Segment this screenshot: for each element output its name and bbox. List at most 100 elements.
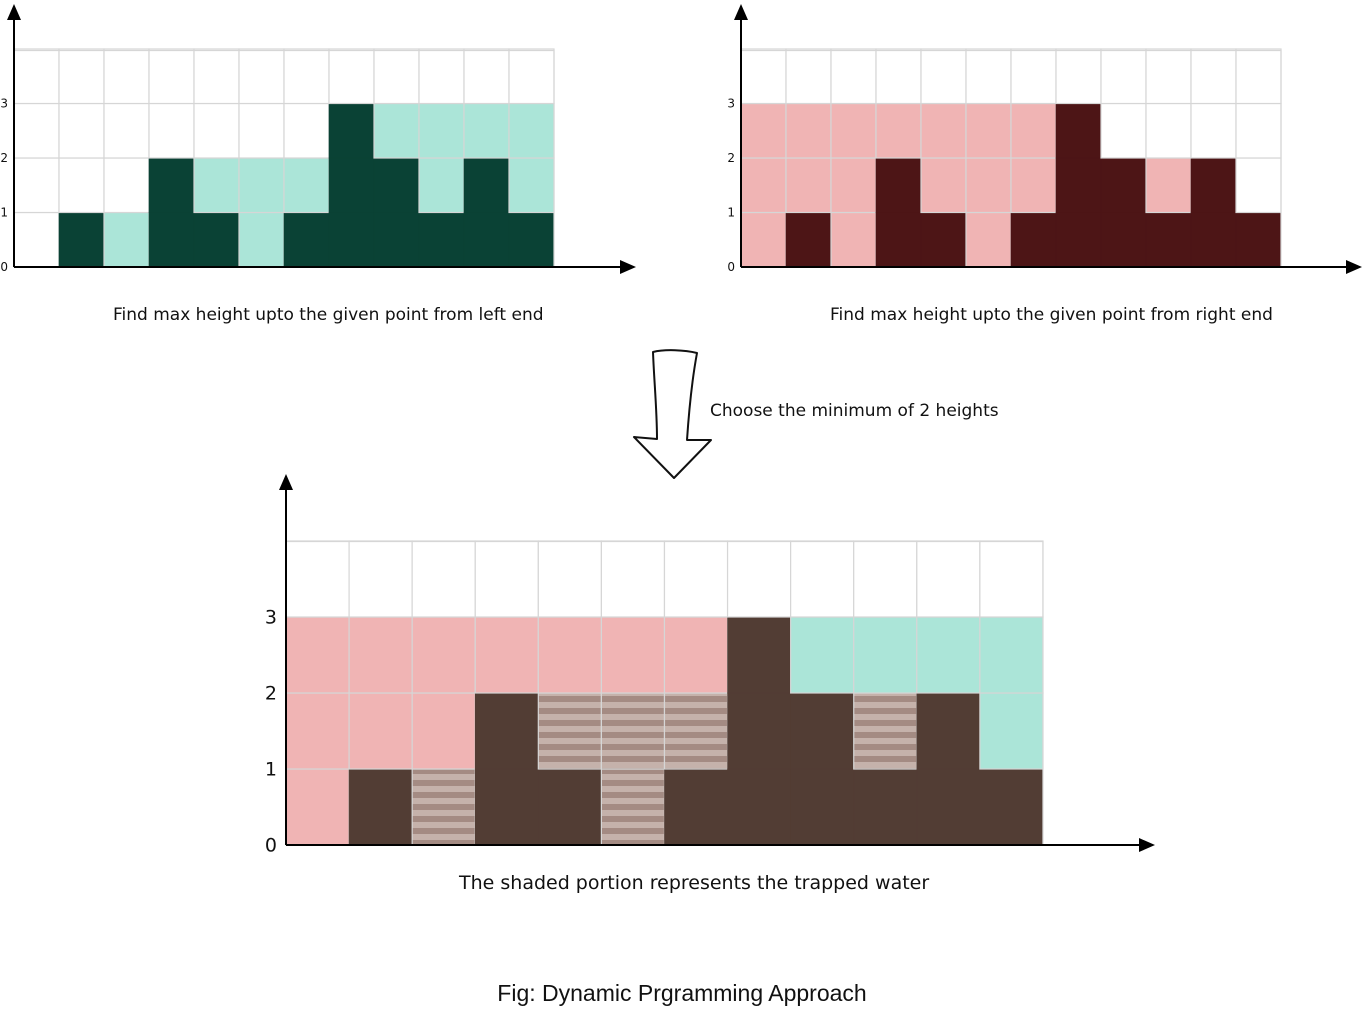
y-tick-label: 0: [727, 260, 735, 274]
grid-cell: [474, 540, 539, 618]
grid-cell: [916, 616, 981, 694]
grid-cell: [103, 102, 150, 159]
grid-cell: [285, 692, 350, 770]
grid-cell: [537, 616, 603, 694]
grid-cell: [463, 102, 510, 159]
grid-cell: [600, 768, 666, 846]
elevation-bar-cell: [418, 212, 465, 268]
grid-cell: [965, 102, 1012, 159]
y-tick-label: 3: [727, 97, 735, 111]
elevation-bar-cell: [790, 768, 855, 846]
elevation-bar-cell: [193, 212, 240, 268]
elevation-bar-cell: [916, 768, 981, 846]
grid-cell: [790, 616, 855, 694]
y-tick-label: 1: [0, 206, 8, 220]
grid-cell: [1100, 48, 1147, 105]
bottom-panel-caption: The shaded portion represents the trappe…: [459, 872, 930, 894]
grid-cell: [58, 157, 105, 214]
grid-cell: [965, 48, 1012, 105]
grid-cell: [1010, 102, 1057, 159]
y-tick-label: 1: [727, 206, 735, 220]
elevation-bar-cell: [373, 212, 420, 268]
elevation-bar-cell: [979, 768, 1044, 846]
elevation-bar-cell: [1100, 157, 1147, 213]
grid-cell: [663, 616, 729, 694]
grid-cell: [830, 211, 877, 268]
grid-cell: [979, 616, 1044, 694]
grid-cell: [373, 102, 420, 159]
grid-cell: [830, 157, 877, 214]
grid-cell: [285, 540, 350, 618]
grid-cell: [965, 211, 1012, 268]
grid-cell: [348, 540, 413, 618]
elevation-bar-cell: [790, 692, 855, 770]
elevation-bar-cell: [1010, 212, 1057, 268]
elevation-bar-cell: [538, 768, 602, 846]
elevation-bar-cell: [148, 157, 195, 213]
elevation-bar-cell: [1055, 157, 1102, 213]
grid-cell: [600, 616, 666, 694]
grid-cell: [740, 48, 787, 105]
elevation-bar-cell: [474, 768, 539, 846]
grid-cell: [1235, 48, 1282, 105]
x-axis-arrow-icon: [1346, 260, 1362, 274]
grid-cell: [1190, 48, 1237, 105]
grid-cell: [13, 157, 60, 214]
elevation-bar-cell: [853, 768, 918, 846]
elevation-bar-cell: [727, 692, 791, 770]
elevation-bar-cell: [1235, 212, 1282, 268]
elevation-bar-cell: [328, 103, 375, 159]
grid-cell: [600, 692, 666, 770]
grid-cell: [418, 157, 465, 214]
elevation-bar-cell: [727, 616, 791, 694]
grid-cell: [916, 540, 981, 618]
down-arrow-icon: [633, 349, 712, 479]
grid-cell: [1235, 102, 1282, 159]
grid-cell: [148, 102, 195, 159]
grid-cell: [875, 48, 922, 105]
elevation-bar-cell: [1145, 212, 1192, 268]
elevation-bar-cell: [664, 768, 728, 846]
y-tick-label: 0: [0, 260, 8, 274]
grid-cell: [13, 48, 60, 105]
grid-cell: [285, 616, 350, 694]
elevation-bar-cell: [328, 157, 375, 213]
grid-cell: [418, 102, 465, 159]
grid-cell: [418, 48, 465, 105]
elevation-bar-cell: [727, 768, 791, 846]
grid-cell: [1145, 102, 1192, 159]
grid-cell: [1010, 48, 1057, 105]
grid-cell: [148, 48, 195, 105]
grid-cell: [193, 157, 240, 214]
grid-cell: [238, 48, 285, 105]
grid-cell: [965, 157, 1012, 214]
grid-cell: [790, 540, 855, 618]
grid-cell: [411, 616, 476, 694]
grid-cell: [740, 102, 787, 159]
grid-cell: [785, 102, 832, 159]
grid-cell: [785, 157, 832, 214]
y-tick-label: 1: [265, 759, 277, 781]
elevation-bar-cell: [463, 212, 510, 268]
grid-cell: [508, 157, 555, 214]
elevation-bar-cell: [373, 157, 420, 213]
elevation-bar-cell: [1055, 212, 1102, 268]
x-axis-arrow-icon: [620, 260, 636, 274]
grid-cell: [474, 616, 539, 694]
y-tick-label: 3: [265, 607, 277, 629]
grid-cell: [1055, 48, 1102, 105]
figure-caption: Fig: Dynamic Prgramming Approach: [497, 980, 867, 1006]
grid-cell: [1190, 102, 1237, 159]
grid-cell: [1145, 48, 1192, 105]
grid-cell: [1010, 157, 1057, 214]
y-axis-arrow-icon: [279, 474, 293, 490]
grid-cell: [238, 102, 285, 159]
elevation-bar-cell: [283, 212, 330, 268]
grid-cell: [283, 48, 330, 105]
grid-cell: [663, 692, 729, 770]
grid-cell: [920, 157, 967, 214]
grid-cell: [373, 48, 420, 105]
elevation-bar-cell: [148, 212, 195, 268]
grid-cell: [58, 102, 105, 159]
y-tick-label: 2: [265, 683, 277, 705]
